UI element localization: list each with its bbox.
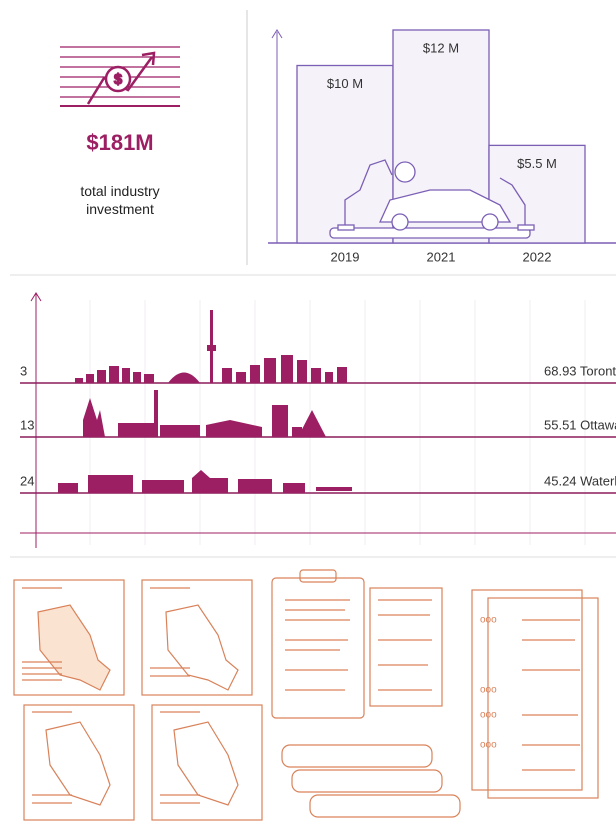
document-illustrations: ooo ooo ooo ooo	[13, 569, 599, 821]
svg-text:ooo: ooo	[480, 685, 497, 696]
skyline-waterloo	[58, 470, 352, 493]
x-tick-label: 2019	[331, 249, 360, 264]
svg-text:ooo: ooo	[480, 615, 497, 626]
axis-arrow	[30, 292, 42, 302]
skyline-toronto	[75, 310, 347, 383]
investment-icon: $	[60, 46, 180, 107]
svg-text:ooo: ooo	[480, 710, 497, 721]
svg-text:ooo: ooo	[480, 740, 497, 751]
x-tick-label: 2022	[523, 249, 552, 264]
axis-arrow	[271, 29, 283, 39]
value-label: $5.5 M	[517, 156, 557, 171]
rank: 13	[20, 417, 34, 432]
city-label: 68.93 Toronto	[544, 363, 616, 378]
investment-caption: total industry investment	[80, 183, 160, 217]
ranking-grid	[89, 300, 586, 545]
svg-text:$: $	[114, 71, 123, 88]
city-label: 55.51 Ottawa	[544, 417, 616, 432]
skyline-ottawa	[83, 390, 326, 437]
rank: 3	[20, 363, 27, 378]
bar	[488, 144, 586, 244]
investment-amount: $181M	[86, 130, 154, 155]
value-label: $12 M	[423, 40, 459, 55]
assembly-line-illustration	[329, 159, 535, 239]
rank: 24	[20, 473, 34, 488]
x-tick-label: 2021	[427, 249, 456, 264]
value-label: $10 M	[327, 76, 363, 91]
